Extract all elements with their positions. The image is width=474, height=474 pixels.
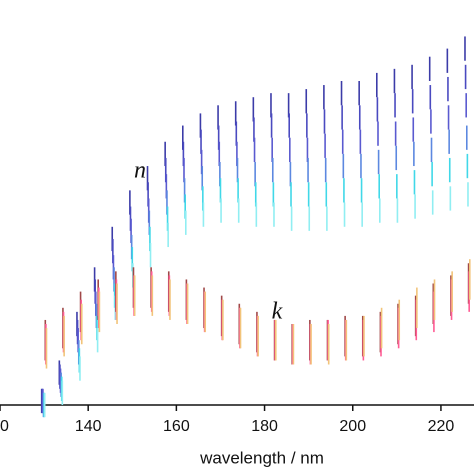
x-tick-label: 140 [75,418,102,435]
x-tick-label: 0 [0,418,9,435]
annotation-k: k [272,299,283,325]
annotation-n: n [134,158,146,184]
x-tick-label: 160 [163,418,190,435]
x-axis-label: wavelength / nm [199,448,324,467]
x-tick-label: 200 [339,418,366,435]
x-tick-label: 220 [428,418,455,435]
x-tick-label: 180 [251,418,278,435]
